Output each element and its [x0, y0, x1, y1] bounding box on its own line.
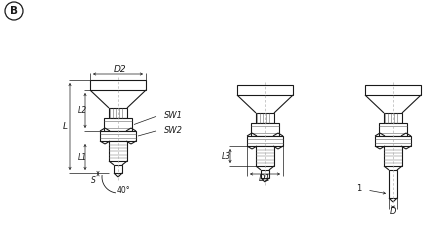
Text: SW1: SW1 [164, 111, 183, 120]
Bar [379, 123, 407, 136]
Bar [247, 136, 283, 146]
Bar [251, 123, 279, 136]
Bar [237, 85, 293, 95]
Text: L1: L1 [78, 152, 87, 162]
Bar [104, 118, 132, 131]
Text: S: S [91, 176, 95, 185]
Text: 40°: 40° [116, 186, 130, 194]
Bar [100, 131, 136, 141]
Text: D: D [390, 206, 396, 215]
Bar [389, 170, 397, 198]
Text: L3: L3 [221, 151, 231, 161]
Bar [256, 146, 274, 166]
Bar [109, 108, 127, 118]
Text: L: L [62, 122, 68, 131]
Bar [114, 165, 122, 173]
Bar [261, 170, 269, 178]
Bar [256, 113, 274, 123]
Bar [375, 136, 411, 146]
Text: SW2: SW2 [164, 125, 183, 134]
Bar [109, 141, 127, 161]
Text: D2: D2 [114, 64, 126, 73]
Bar [90, 80, 146, 90]
Text: 1: 1 [356, 184, 361, 192]
Bar [384, 113, 402, 123]
Text: L2: L2 [78, 106, 87, 115]
Bar [365, 85, 421, 95]
Text: B: B [10, 6, 18, 16]
Bar [384, 146, 402, 166]
Text: D1: D1 [259, 174, 271, 183]
